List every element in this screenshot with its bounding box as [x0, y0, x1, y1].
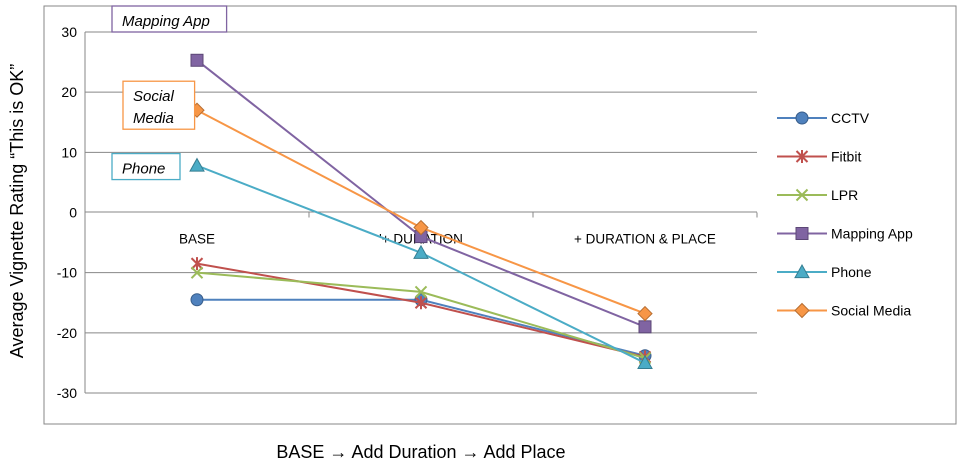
- legend-marker: [795, 150, 809, 163]
- annotation-text: Mapping App: [122, 13, 210, 30]
- annotation-phone: Phone: [111, 152, 181, 181]
- x-tick-label: BASE: [179, 232, 215, 247]
- annotation-text: Media: [133, 110, 174, 127]
- legend-marker: [795, 188, 809, 202]
- legend-marker: [794, 263, 810, 279]
- y-tick-label: 0: [69, 205, 77, 221]
- annotation-box: [122, 80, 196, 130]
- series-phone: [189, 157, 653, 370]
- y-tick-label: -10: [57, 265, 77, 281]
- y-axis-ticks: 30 20 10 0 -10 -20 -30: [57, 24, 77, 401]
- legend-label: LPR: [831, 187, 858, 203]
- legend-marker: [795, 227, 809, 240]
- legend-item-phone: Phone: [777, 263, 872, 280]
- legend-marker: [795, 111, 809, 125]
- series-social-media: [189, 102, 653, 322]
- legend-item-lpr: LPR: [777, 187, 858, 203]
- data-point: [414, 285, 428, 299]
- plot-area: [43, 5, 957, 425]
- data-point: [637, 354, 653, 370]
- annotation-mapping-app: Mapping App: [111, 5, 228, 33]
- legend-item-cctv: CCTV: [777, 110, 870, 126]
- legend-marker: [794, 302, 810, 319]
- annotation-text: Phone: [122, 161, 165, 178]
- legend-item-fitbit: Fitbit: [777, 149, 861, 165]
- annotations: Mapping App Social Media Phone: [111, 5, 228, 181]
- y-tick-label: -30: [57, 385, 77, 401]
- y-tick-label: 10: [61, 144, 77, 160]
- data-point: [413, 219, 429, 236]
- data-point: [413, 244, 429, 259]
- legend-item-mapping-app: Mapping App: [777, 226, 913, 242]
- y-tick-label: 30: [61, 24, 77, 40]
- series-mapping-app: [190, 53, 652, 334]
- data-point: [190, 53, 204, 67]
- y-tick-label: -20: [57, 325, 77, 341]
- legend-label: Phone: [831, 264, 872, 280]
- data-point: [638, 320, 652, 334]
- x-tick-label: + DURATION & PLACE: [574, 232, 716, 247]
- data-point: [414, 296, 428, 310]
- annotation-box: [111, 152, 181, 181]
- legend-label: CCTV: [831, 110, 870, 126]
- annotation-box: [111, 5, 228, 33]
- legend: CCTV Fitbit LPR Mapping App Phone Social Medi…: [777, 110, 913, 319]
- legend-item-social-media: Social Media: [777, 303, 911, 319]
- data-point: [189, 157, 205, 172]
- legend-label: Fitbit: [831, 149, 861, 165]
- annotation-social-media: Social Media: [122, 80, 196, 130]
- data-point: [190, 293, 204, 307]
- data-point: [190, 266, 204, 279]
- series-lines: [189, 53, 653, 370]
- annotation-text: Social: [133, 88, 175, 105]
- data-point: [190, 257, 204, 271]
- data-point: [637, 305, 653, 322]
- y-tick-label: 20: [61, 84, 77, 100]
- y-axis-label: Average Vignette Rating “This is OK”: [7, 64, 27, 358]
- legend-label: Mapping App: [831, 226, 913, 242]
- legend-label: Social Media: [831, 303, 911, 319]
- x-axis-label: BASE → Add Duration → Add Place: [276, 442, 565, 462]
